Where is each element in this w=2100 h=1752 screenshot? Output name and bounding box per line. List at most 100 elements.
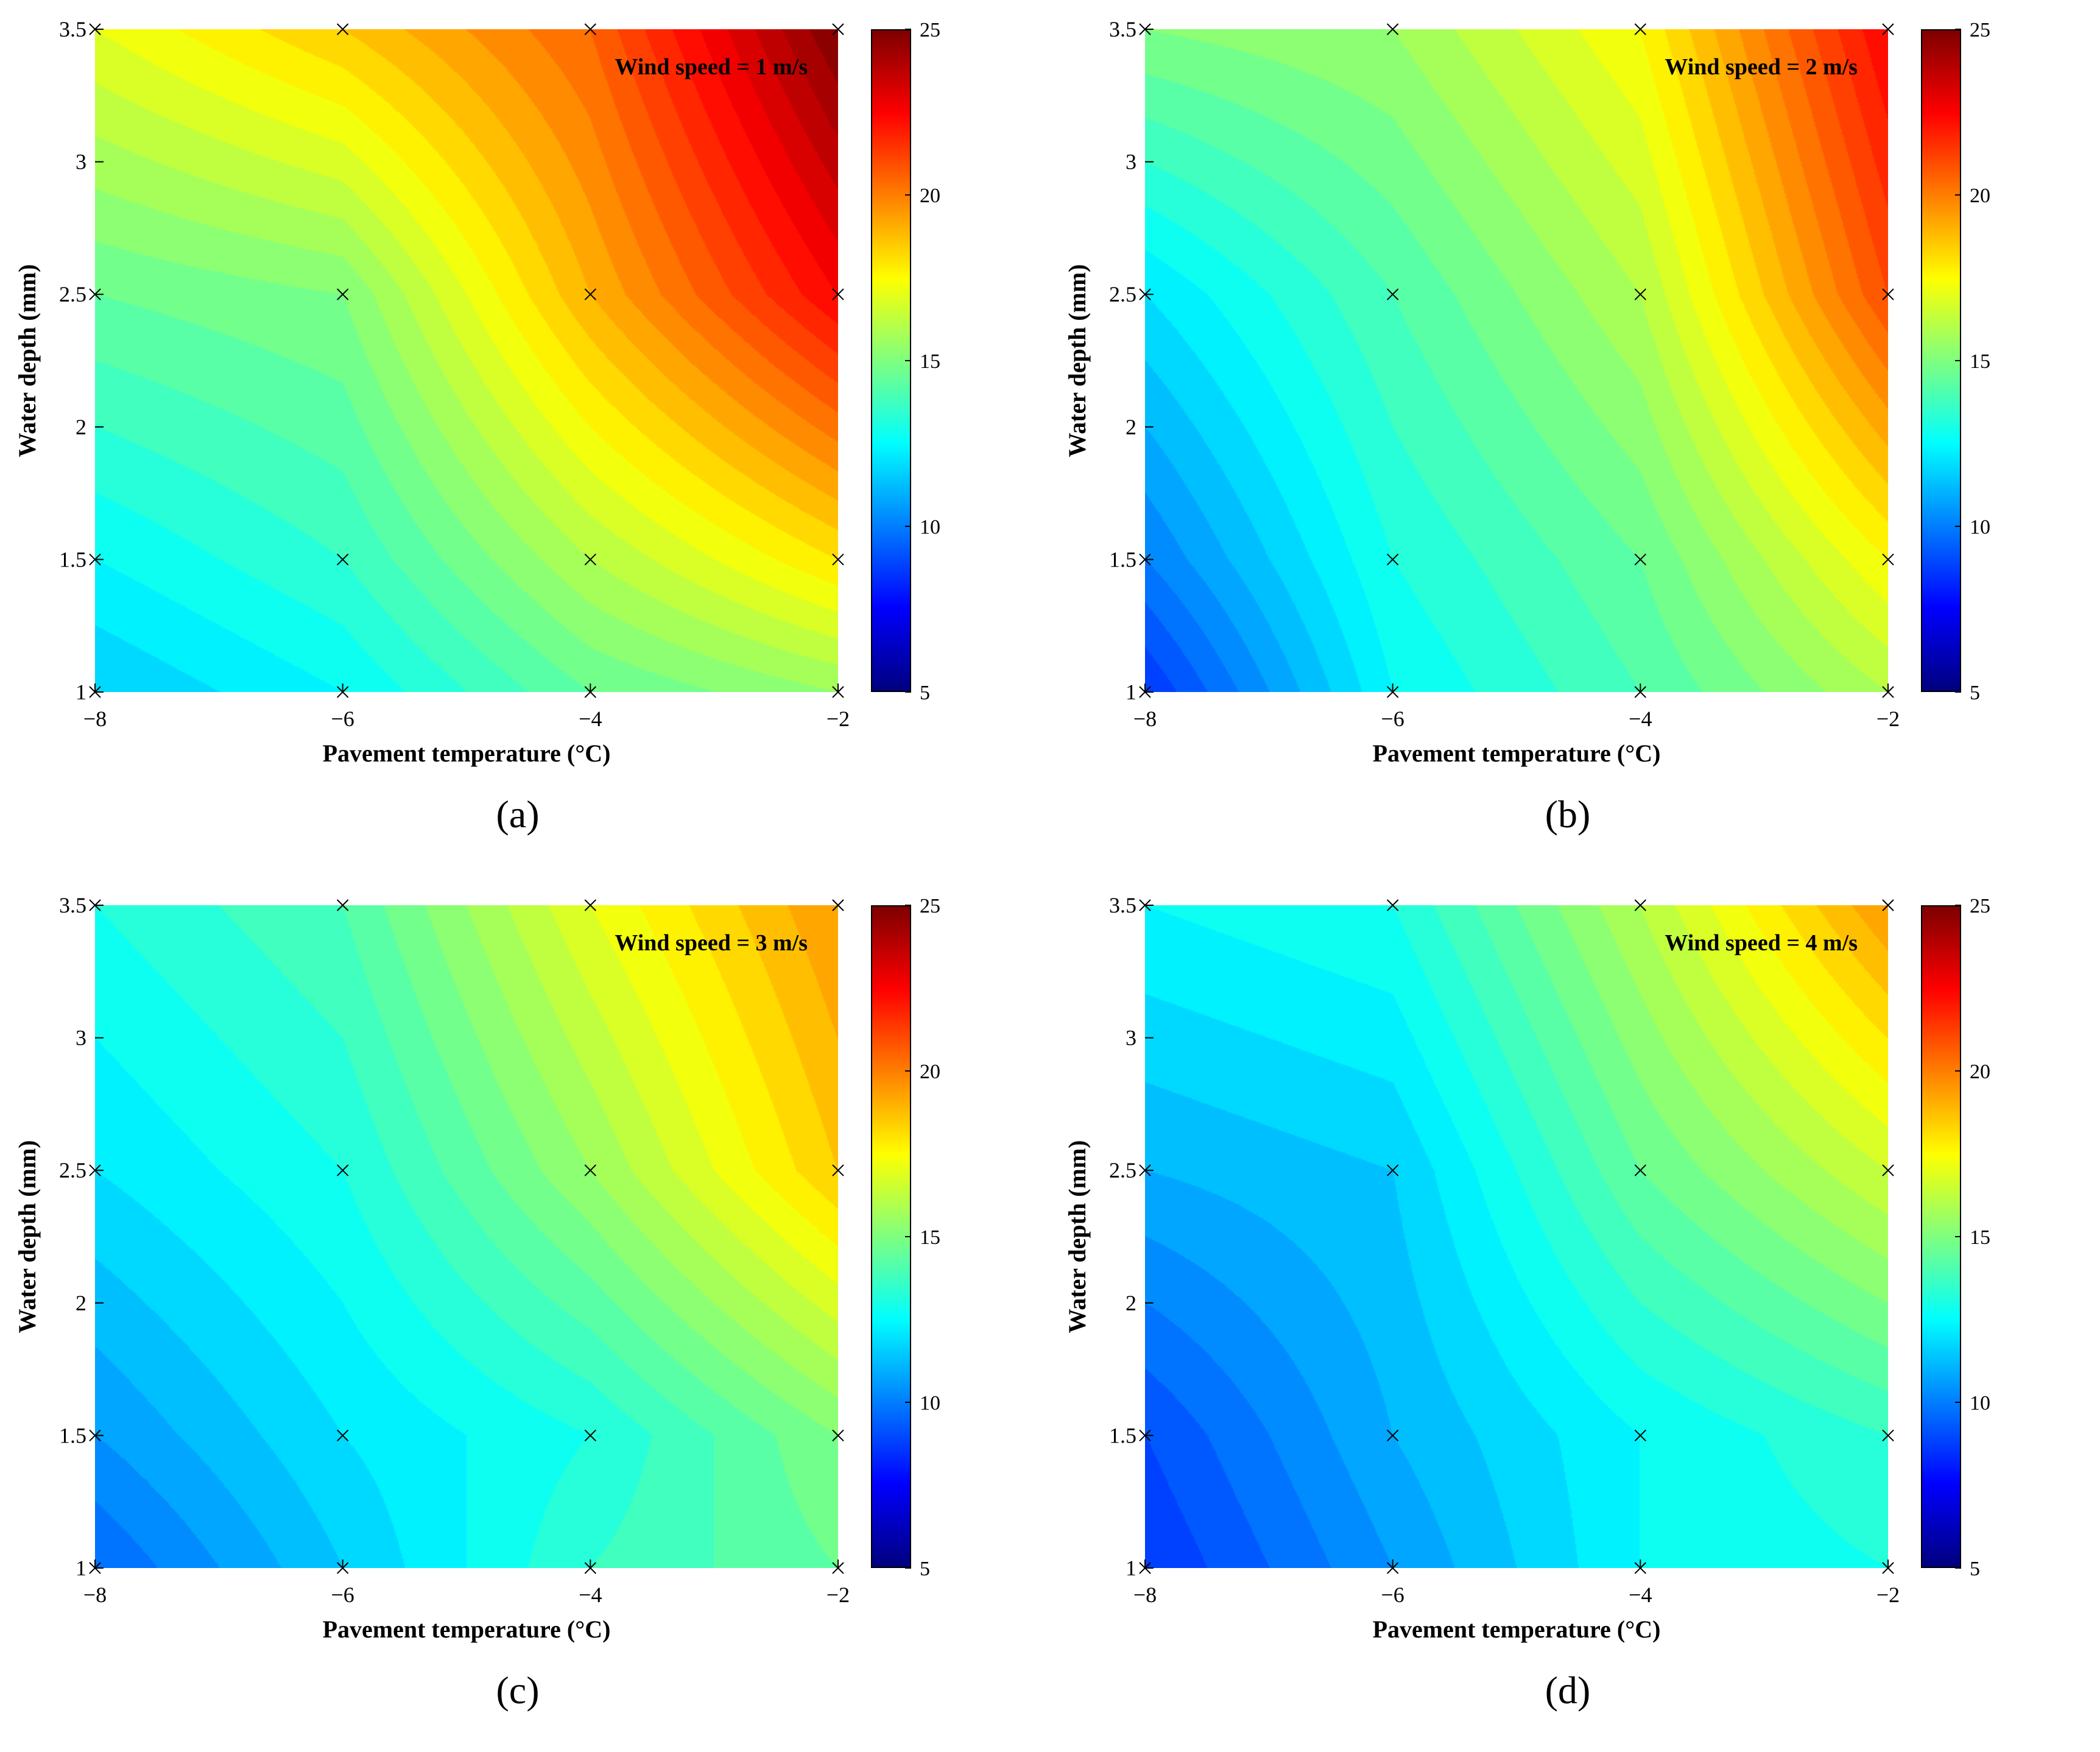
colorbar-tick-label: 10: [920, 1392, 940, 1415]
sample-marker: [89, 899, 101, 911]
y-tick-label: 1.5: [59, 1423, 86, 1447]
colorbar-gradient: [871, 29, 911, 692]
sample-marker: [584, 686, 597, 698]
y-tick-label: 2.5: [59, 282, 86, 306]
sample-marker: [336, 1164, 349, 1176]
heatmap-canvas: [1145, 905, 1888, 1568]
x-tick-label: −2: [1876, 1583, 1900, 1607]
panel-b: −8 −6 −4 −2 1 1.5 2 2.5 3 3.5 Pavement temperature…: [1050, 0, 2085, 853]
sample-marker: [1634, 1562, 1647, 1574]
sample-marker: [336, 686, 349, 698]
sample-marker: [1139, 1562, 1151, 1574]
sample-marker: [1882, 288, 1894, 300]
sample-marker: [89, 553, 101, 566]
sample-marker: [584, 1164, 597, 1176]
y-tick-label: 3: [76, 1026, 86, 1050]
sample-marker: [1634, 899, 1647, 911]
y-tick-label: 3: [1126, 150, 1136, 174]
sample-marker: [584, 1562, 597, 1574]
colorbar-gradient: [1921, 905, 1961, 1568]
sample-marker: [832, 1429, 844, 1442]
y-tick-label: 2: [76, 1291, 86, 1315]
sample-marker: [89, 1562, 101, 1574]
y-tick-label: 2.5: [1109, 1158, 1136, 1182]
colorbar-tick-label: 25: [1970, 19, 1990, 41]
sample-marker: [336, 899, 349, 911]
colorbar-tick-label: 25: [920, 19, 940, 41]
y-tick-label: 2: [1126, 1291, 1136, 1315]
x-tick-label: −8: [83, 707, 107, 731]
x-tick-label: −4: [1629, 707, 1652, 731]
sample-marker: [832, 686, 844, 698]
wind-speed-annotation: Wind speed = 2 m/s: [1665, 54, 1858, 80]
sample-marker: [1882, 1562, 1894, 1574]
sample-marker: [584, 23, 597, 35]
colorbar-tick-label: 20: [1970, 185, 1990, 207]
sample-marker: [1386, 1562, 1399, 1574]
panel-sublabel: (c): [496, 1669, 540, 1712]
sample-marker: [1139, 1164, 1151, 1176]
sample-marker: [832, 288, 844, 300]
sample-marker: [89, 1429, 101, 1442]
sample-marker: [1386, 1164, 1399, 1176]
sample-marker: [336, 553, 349, 566]
colorbar-tick-label: 10: [920, 516, 940, 539]
sample-marker: [1882, 1429, 1894, 1442]
sample-marker: [1882, 553, 1894, 566]
colorbar-tick-label: 15: [1970, 350, 1990, 373]
x-tick-label: −4: [1629, 1583, 1652, 1607]
x-tick-label: −8: [1133, 1583, 1157, 1607]
x-tick-label: −2: [1876, 707, 1900, 731]
chart-axes: −8 −6 −4 −2 1 1.5 2 2.5 3 3.5 Pavement temperature…: [1063, 893, 1990, 1643]
panel-sublabel: (a): [496, 793, 540, 836]
x-tick-label: −6: [1381, 707, 1404, 731]
panel-c: −8 −6 −4 −2 1 1.5 2 2.5 3 3.5 Pavement temperature…: [0, 876, 1035, 1729]
sample-marker: [1634, 23, 1647, 35]
colorbar-tick-label: 15: [920, 1226, 940, 1249]
wind-speed-annotation: Wind speed = 3 m/s: [615, 930, 808, 956]
sample-marker: [1882, 686, 1894, 698]
x-axis-label: Pavement temperature (°C): [323, 740, 611, 767]
sample-marker: [1882, 899, 1894, 911]
x-tick-label: −6: [1381, 1583, 1404, 1607]
y-tick-label: 2: [76, 415, 86, 439]
colorbar-tick-label: 20: [1970, 1061, 1990, 1083]
y-tick-label: 1.5: [59, 547, 86, 571]
sample-marker: [336, 1562, 349, 1574]
colorbar-tick-label: 5: [920, 1558, 930, 1580]
sample-marker: [1634, 1429, 1647, 1442]
sample-marker: [584, 899, 597, 911]
y-tick-label: 1: [76, 680, 86, 704]
sample-marker: [584, 288, 597, 300]
y-tick-label: 1: [76, 1556, 86, 1580]
chart-axes: −8 −6 −4 −2 1 1.5 2 2.5 3 3.5 Pavement temperature…: [13, 893, 940, 1643]
y-tick-label: 3.5: [59, 893, 86, 917]
x-tick-label: −6: [331, 707, 354, 731]
x-tick-label: −4: [579, 1583, 602, 1607]
sample-marker: [336, 1429, 349, 1442]
sample-marker: [1139, 553, 1151, 566]
y-tick-label: 2: [1126, 415, 1136, 439]
colorbar-tick-label: 15: [920, 350, 940, 373]
y-tick-label: 3: [76, 150, 86, 174]
sample-marker: [336, 288, 349, 300]
heatmap-canvas: [95, 905, 838, 1568]
y-tick-label: 1: [1126, 1556, 1136, 1580]
y-axis-label: Water depth (mm): [1063, 1140, 1091, 1333]
sample-marker: [1139, 1429, 1151, 1442]
sample-marker: [1386, 288, 1399, 300]
colorbar-tick-label: 10: [1970, 516, 1990, 539]
colorbar-tick-label: 20: [920, 1061, 940, 1083]
panel-a: −8 −6 −4 −2 1 1.5 2 2.5 3 3.5 Pavement temperature…: [0, 0, 1035, 853]
x-tick-label: −2: [826, 707, 850, 731]
panel-sublabel: (b): [1545, 793, 1591, 836]
y-axis-label: Water depth (mm): [1063, 264, 1091, 457]
colorbar-tick-label: 25: [920, 895, 940, 917]
sample-marker: [1882, 23, 1894, 35]
y-tick-label: 2.5: [1109, 282, 1136, 306]
sample-marker: [1634, 288, 1647, 300]
sample-marker: [89, 686, 101, 698]
sample-marker: [1139, 288, 1151, 300]
sample-marker: [832, 23, 844, 35]
y-axis-label: Water depth (mm): [13, 1140, 41, 1333]
